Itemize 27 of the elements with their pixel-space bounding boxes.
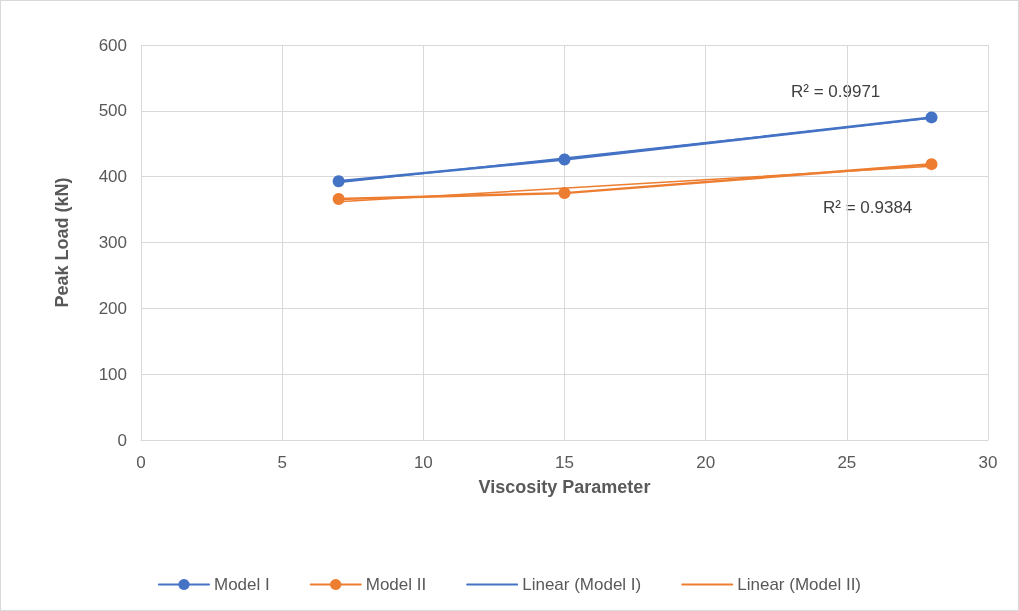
- point: [558, 187, 571, 200]
- x-tick-label: 15: [555, 453, 574, 472]
- point: [925, 111, 938, 124]
- legend-label: Model I: [213, 575, 270, 594]
- x-tick-label: 0: [136, 453, 146, 472]
- point: [558, 153, 571, 166]
- y-tick-label: 300: [98, 233, 127, 252]
- x-axis-title: Viscosity Parameter: [478, 477, 651, 497]
- x-tick-label: 30: [978, 453, 998, 472]
- legend-label: Linear (Model II): [737, 575, 862, 594]
- annotation: R² = 0.9971: [791, 82, 881, 101]
- legend-label: Linear (Model I): [522, 575, 642, 594]
- point: [925, 158, 938, 171]
- y-tick-label: 400: [98, 167, 127, 187]
- x-tick-label: 20: [696, 453, 716, 472]
- y-tick-label: 0: [117, 430, 127, 450]
- point: [332, 193, 345, 206]
- legend-label: Model II: [365, 575, 427, 594]
- x-tick-label: 5: [277, 453, 287, 472]
- x-tick-label: 10: [413, 453, 433, 472]
- y-axis-title: Peak Load (kN): [52, 177, 72, 308]
- y-tick-label: 500: [98, 101, 127, 121]
- point: [332, 175, 345, 188]
- x-tick-label: 25: [837, 453, 857, 472]
- y-tick-label: 200: [98, 298, 127, 318]
- y-tick-label: 600: [98, 35, 127, 55]
- y-tick-label: 100: [98, 364, 127, 384]
